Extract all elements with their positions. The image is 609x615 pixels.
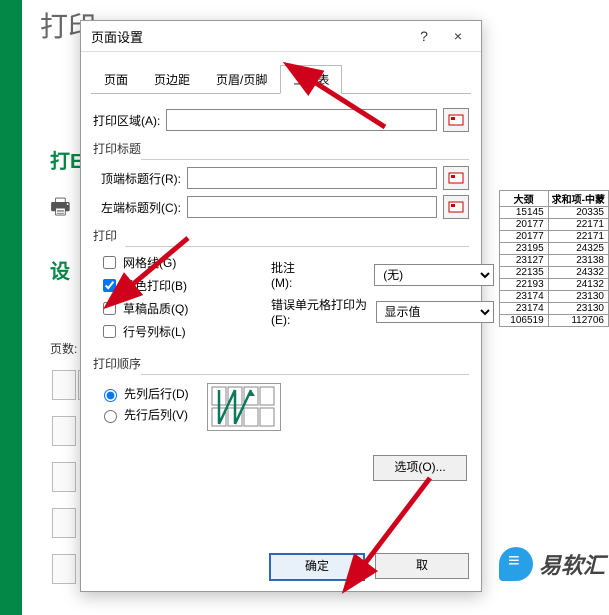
left-col-label: 左端标题列(C): bbox=[101, 199, 181, 216]
watermark-logo-icon bbox=[499, 547, 533, 581]
checkbox-monochrome[interactable] bbox=[103, 279, 116, 292]
print-area-picker-icon[interactable] bbox=[443, 108, 469, 132]
tab-page[interactable]: 页面 bbox=[91, 65, 141, 94]
label-monochrome: 单色打印(B) bbox=[123, 277, 187, 294]
category-print: 打E bbox=[50, 145, 83, 174]
comments-select[interactable]: (无) bbox=[374, 264, 494, 286]
checkbox-draft[interactable] bbox=[103, 302, 116, 315]
print-area-input[interactable] bbox=[166, 109, 437, 131]
checkbox-rowcol-headings[interactable] bbox=[103, 325, 116, 338]
print-area-label: 打印区域(A): bbox=[93, 112, 160, 129]
left-col-input[interactable] bbox=[187, 196, 437, 218]
top-row-input[interactable] bbox=[187, 167, 437, 189]
options-button[interactable]: 选项(O)... bbox=[373, 455, 467, 481]
errors-label: 错误单元格打印为(E): bbox=[271, 296, 370, 327]
dialog-titlebar: 页面设置 ? × bbox=[81, 21, 481, 52]
order-group-label: 打印顺序 bbox=[93, 355, 481, 372]
help-button[interactable]: ? bbox=[407, 24, 441, 48]
tab-margins[interactable]: 页边距 bbox=[141, 65, 203, 94]
ok-button[interactable]: 确定 bbox=[269, 553, 365, 581]
cancel-button[interactable]: 取 bbox=[375, 553, 469, 579]
radio-row-then-col[interactable] bbox=[104, 410, 117, 423]
page-setup-dialog: 页面设置 ? × 页面 页边距 页眉/页脚 工作表 打印区域(A): 打印标题 … bbox=[80, 20, 482, 592]
checkbox-gridlines[interactable] bbox=[103, 256, 116, 269]
label-col-then-row: 先列后行(D) bbox=[124, 385, 189, 402]
dialog-title: 页面设置 bbox=[91, 27, 407, 46]
tab-sheet[interactable]: 工作表 bbox=[280, 65, 342, 94]
watermark: 易软汇 bbox=[499, 547, 605, 581]
label-gridlines: 网格线(G) bbox=[123, 254, 176, 271]
titles-group-label: 打印标题 bbox=[93, 140, 481, 157]
label-row-then-col: 先行后列(V) bbox=[124, 406, 188, 423]
print-order-preview-icon bbox=[207, 383, 281, 431]
preview-data-table: 大颈求和项-中蒙 1514520335 2017722171 201772217… bbox=[499, 190, 609, 327]
top-row-picker-icon[interactable] bbox=[443, 166, 469, 190]
radio-col-then-row[interactable] bbox=[104, 389, 117, 402]
comments-label: 批注(M): bbox=[271, 259, 310, 290]
page-count-label: 页数: bbox=[50, 340, 77, 357]
label-draft: 草稿品质(Q) bbox=[123, 300, 188, 317]
print-group-label: 打印 bbox=[93, 227, 481, 244]
top-row-label: 顶端标题行(R): bbox=[101, 170, 181, 187]
errors-select[interactable]: 显示值 bbox=[376, 301, 495, 323]
close-button[interactable]: × bbox=[441, 24, 475, 48]
tab-strip: 页面 页边距 页眉/页脚 工作表 bbox=[91, 64, 471, 94]
category-settings: 设 bbox=[50, 255, 70, 284]
left-green-strip bbox=[0, 0, 22, 615]
tab-header-footer[interactable]: 页眉/页脚 bbox=[203, 65, 280, 94]
watermark-text: 易软汇 bbox=[539, 548, 605, 580]
printer-icon: 🖶 bbox=[50, 190, 71, 228]
left-col-picker-icon[interactable] bbox=[443, 195, 469, 219]
label-rowcol-headings: 行号列标(L) bbox=[123, 323, 186, 340]
